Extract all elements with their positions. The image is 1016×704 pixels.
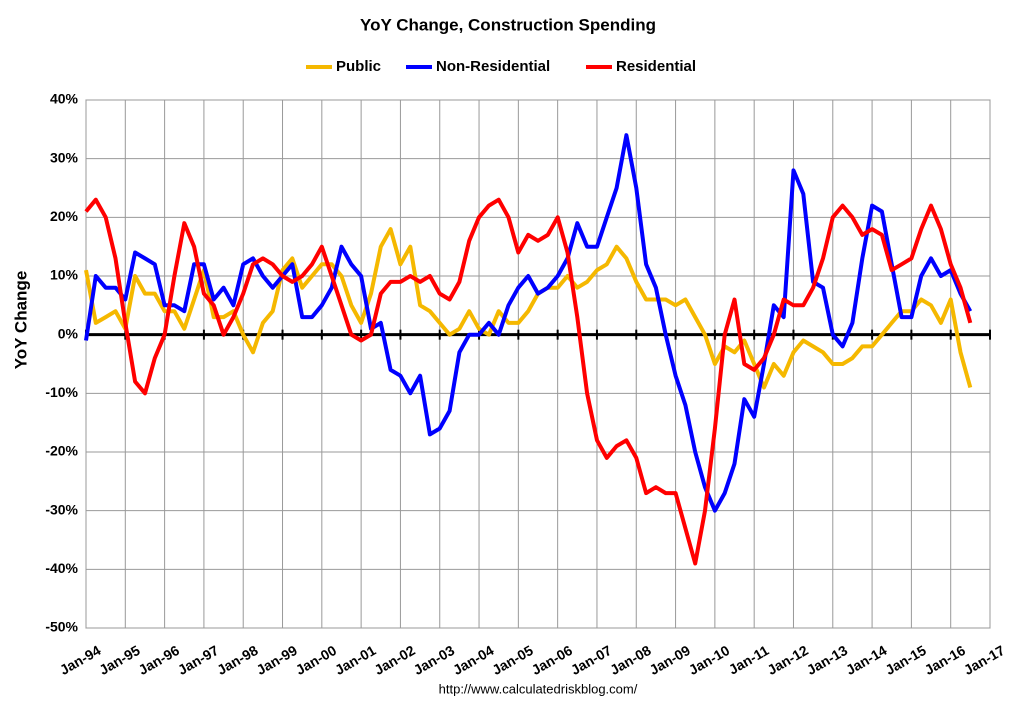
x-tick-label: Jan-94 (57, 642, 104, 678)
y-tick-label: -40% (45, 560, 78, 576)
x-tick-label: Jan-02 (371, 642, 418, 678)
x-tick-label: Jan-98 (214, 642, 261, 678)
x-tick-label: Jan-97 (175, 642, 222, 678)
y-tick-label: 0% (58, 325, 79, 341)
x-tick-label: Jan-06 (529, 642, 576, 678)
y-tick-label: 10% (50, 267, 79, 283)
y-tick-label: -30% (45, 501, 78, 517)
x-tick-label: Jan-14 (843, 642, 890, 678)
x-tick-label: Jan-17 (961, 642, 1008, 678)
x-tick-label: Jan-15 (882, 642, 929, 678)
legend-label: Public (336, 58, 381, 75)
y-tick-label: -50% (45, 619, 78, 635)
x-tick-label: Jan-03 (411, 642, 458, 678)
y-axis-label: YoY Change (11, 271, 30, 370)
y-tick-label: 30% (50, 149, 79, 165)
legend-label: Non-Residential (436, 58, 550, 75)
x-tick-label: Jan-08 (607, 642, 654, 678)
x-tick-label: Jan-04 (450, 642, 497, 678)
x-tick-label: Jan-16 (922, 642, 969, 678)
x-tick-label: Jan-05 (489, 642, 536, 678)
y-tick-label: 20% (50, 208, 79, 224)
x-tick-label: Jan-10 (686, 642, 733, 678)
plot-area (85, 99, 991, 629)
x-tick-label: Jan-95 (96, 642, 143, 678)
x-tick-label: Jan-01 (332, 642, 379, 678)
legend-label: Residential (616, 58, 696, 75)
y-tick-label: -10% (45, 384, 78, 400)
y-tick-label: 40% (50, 91, 79, 107)
x-tick-label: Jan-96 (136, 642, 183, 678)
x-tick-label: Jan-13 (804, 642, 851, 678)
x-tick-label: Jan-12 (764, 642, 811, 678)
source: http://www.calculatedriskblog.com/ (439, 681, 638, 696)
chart-title: YoY Change, Construction Spending (360, 15, 656, 34)
x-tick-label: Jan-99 (253, 642, 300, 678)
y-tick-label: -20% (45, 443, 78, 459)
x-tick-label: Jan-07 (568, 642, 615, 678)
series-line (84, 227, 973, 390)
x-tick-label: Jan-09 (647, 642, 694, 678)
x-tick-label: Jan-00 (293, 642, 340, 678)
x-tick-label: Jan-11 (726, 642, 772, 678)
series-line (84, 197, 973, 566)
series-line (84, 133, 973, 513)
